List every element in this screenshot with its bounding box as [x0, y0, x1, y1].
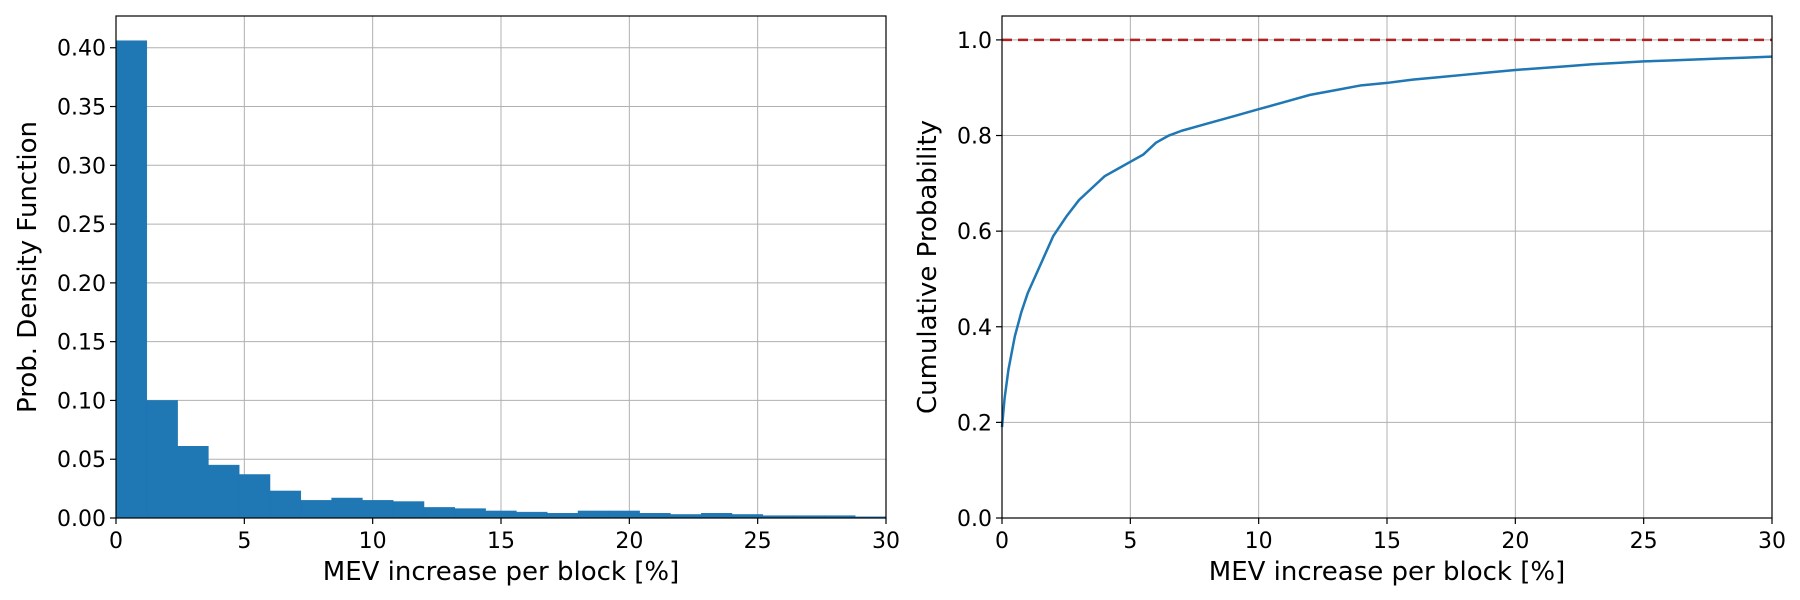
- histogram-grid: [115, 16, 887, 519]
- histogram-y-tick-label: 0.00: [57, 507, 106, 532]
- histogram-y-axis-label: Prob. Density Function: [13, 121, 43, 413]
- histogram-panel: 0 5 10 15 20 25 30 0.00 0.05 0.10 0.15 0.20 0.25 0.30…: [13, 15, 900, 587]
- histogram-y-tick-label: 0.05: [57, 448, 106, 473]
- histogram-bar: [423, 507, 456, 519]
- histogram-x-tick-label: 30: [872, 529, 900, 554]
- histogram-bar: [546, 513, 579, 519]
- cdf-y-tick-label: 0.2: [957, 411, 992, 436]
- histogram-y-tick-label: 0.20: [57, 272, 106, 297]
- cdf-x-tick-label: 30: [1758, 529, 1786, 554]
- cdf-y-axis-label: Cumulative Probability: [913, 120, 943, 414]
- histogram-y-tick-label: 0.40: [57, 37, 106, 62]
- cdf-y-tick-label: 0.0: [957, 507, 992, 532]
- histogram-bar: [454, 508, 486, 519]
- histogram-bar: [300, 500, 332, 519]
- histogram-bar: [208, 464, 240, 519]
- histogram-bars: [115, 40, 887, 519]
- cdf-ticks: 0 5 10 15 20 25 30 0.0 0.2 0.4 0.6 0.8 1.0: [957, 29, 1786, 554]
- histogram-bar: [115, 40, 148, 519]
- histogram-bar: [362, 500, 394, 519]
- cdf-x-tick-label: 15: [1373, 529, 1401, 554]
- histogram-ticks: 0 5 10 15 20 25 30 0.00 0.05 0.10 0.15 0.20 0.25 0.30…: [57, 37, 900, 554]
- histogram-bar: [485, 510, 517, 519]
- cdf-x-axis-label: MEV increase per block [%]: [1209, 557, 1565, 587]
- histogram-x-tick-label: 25: [744, 529, 772, 554]
- cdf-y-tick-label: 1.0: [957, 29, 992, 54]
- cdf-x-tick-label: 10: [1245, 529, 1273, 554]
- histogram-bar: [608, 510, 640, 519]
- histogram-bar: [269, 490, 302, 519]
- histogram-bar: [577, 510, 610, 519]
- cdf-x-tick-label: 0: [995, 529, 1009, 554]
- histogram-bar: [392, 501, 425, 519]
- histogram-bar: [516, 511, 548, 519]
- histogram-x-tick-label: 20: [615, 529, 643, 554]
- cdf-line: [1000, 55, 1773, 428]
- cdf-panel: 0 5 10 15 20 25 30 0.0 0.2 0.4 0.6 0.8 1.0 MEV incre…: [913, 15, 1786, 587]
- histogram-bar: [177, 446, 209, 519]
- histogram-x-axis-label: MEV increase per block [%]: [323, 557, 679, 587]
- cdf-x-tick-label: 5: [1123, 529, 1137, 554]
- cdf-grid: [1001, 16, 1773, 519]
- histogram-bar: [146, 400, 178, 519]
- cdf-y-tick-label: 0.6: [957, 220, 992, 245]
- cdf-y-tick-label: 0.4: [957, 316, 992, 341]
- histogram-bar: [639, 513, 671, 519]
- cdf-y-tick-label: 0.8: [957, 125, 992, 150]
- histogram-y-tick-label: 0.25: [57, 213, 106, 238]
- histogram-bar: [331, 497, 363, 519]
- cdf-lines: [1000, 38, 1773, 428]
- histogram-y-tick-label: 0.30: [57, 154, 106, 179]
- histogram-bar: [700, 513, 733, 519]
- histogram-bar: [238, 474, 271, 519]
- histogram-y-tick-label: 0.10: [57, 389, 106, 414]
- histogram-y-tick-label: 0.15: [57, 331, 106, 356]
- histogram-x-tick-label: 5: [237, 529, 251, 554]
- cdf-x-tick-label: 25: [1630, 529, 1658, 554]
- cdf-x-tick-label: 20: [1501, 529, 1529, 554]
- histogram-x-tick-label: 10: [359, 529, 387, 554]
- histogram-x-tick-label: 0: [109, 529, 123, 554]
- histogram-y-tick-label: 0.35: [57, 96, 106, 121]
- histogram-x-tick-label: 15: [487, 529, 515, 554]
